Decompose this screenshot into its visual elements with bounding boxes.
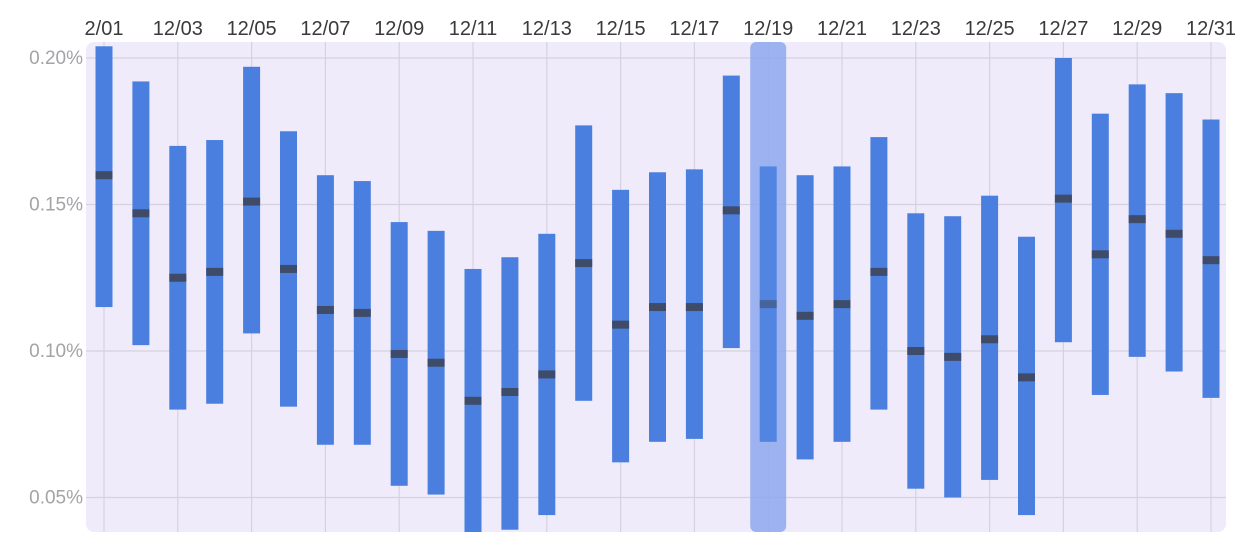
x-tick-label: 2/01 [85,18,124,40]
median-marker [501,388,519,397]
x-tick-label: 12/03 [153,18,203,40]
median-marker [722,206,740,215]
median-marker [353,308,371,317]
median-marker [649,303,666,312]
median-marker [870,267,888,276]
median-marker [464,396,482,405]
y-tick-label: 0.05% [29,488,83,509]
median-marker [685,303,703,312]
x-tick-label: 12/19 [743,18,793,40]
median-marker [538,370,556,379]
x-tick-label: 12/05 [227,18,277,40]
x-tick-label: 12/31 [1186,18,1236,40]
x-tick-label: 12/07 [300,18,350,40]
x-tick-label: 12/17 [669,18,719,40]
y-axis-ticks: 0.05% 0.10% 0.15% 0.20% [29,48,83,509]
median-marker [1202,256,1220,265]
median-marker [280,264,297,273]
median-marker [833,300,851,309]
median-marker [944,352,962,361]
median-marker [1018,373,1035,382]
median-marker [1091,250,1109,259]
median-marker [759,300,777,309]
x-tick-label: 12/09 [374,18,424,40]
median-marker [1128,215,1146,224]
median-marker [243,197,261,206]
median-marker [427,358,445,367]
bars-layer [95,46,1220,532]
x-axis-ticks: 2/01 12/03 12/05 12/07 12/09 12/11 12/13 12/15 1… [85,18,1237,40]
median-marker [981,335,999,344]
x-tick-label: 12/23 [891,18,941,40]
y-tick-label: 0.15% [29,195,83,216]
median-marker [169,273,187,282]
median-marker [612,320,630,329]
median-marker [390,349,408,358]
x-tick-label: 12/15 [596,18,646,40]
median-marker [1054,194,1072,203]
median-marker [132,209,150,218]
x-tick-label: 12/11 [449,18,498,40]
median-marker [907,347,925,355]
median-marker [796,311,814,320]
median-marker [206,267,224,276]
y-tick-label: 0.20% [29,48,83,69]
median-marker [95,171,113,180]
x-tick-label: 12/13 [522,18,572,40]
x-tick-label: 12/27 [1038,18,1088,40]
x-tick-label: 12/29 [1112,18,1162,40]
x-tick-label: 12/21 [817,18,867,40]
median-marker [1165,229,1183,238]
median-marker [316,305,334,314]
y-tick-label: 0.10% [29,341,83,362]
x-tick-label: 12/25 [965,18,1015,40]
median-marker [575,259,593,268]
